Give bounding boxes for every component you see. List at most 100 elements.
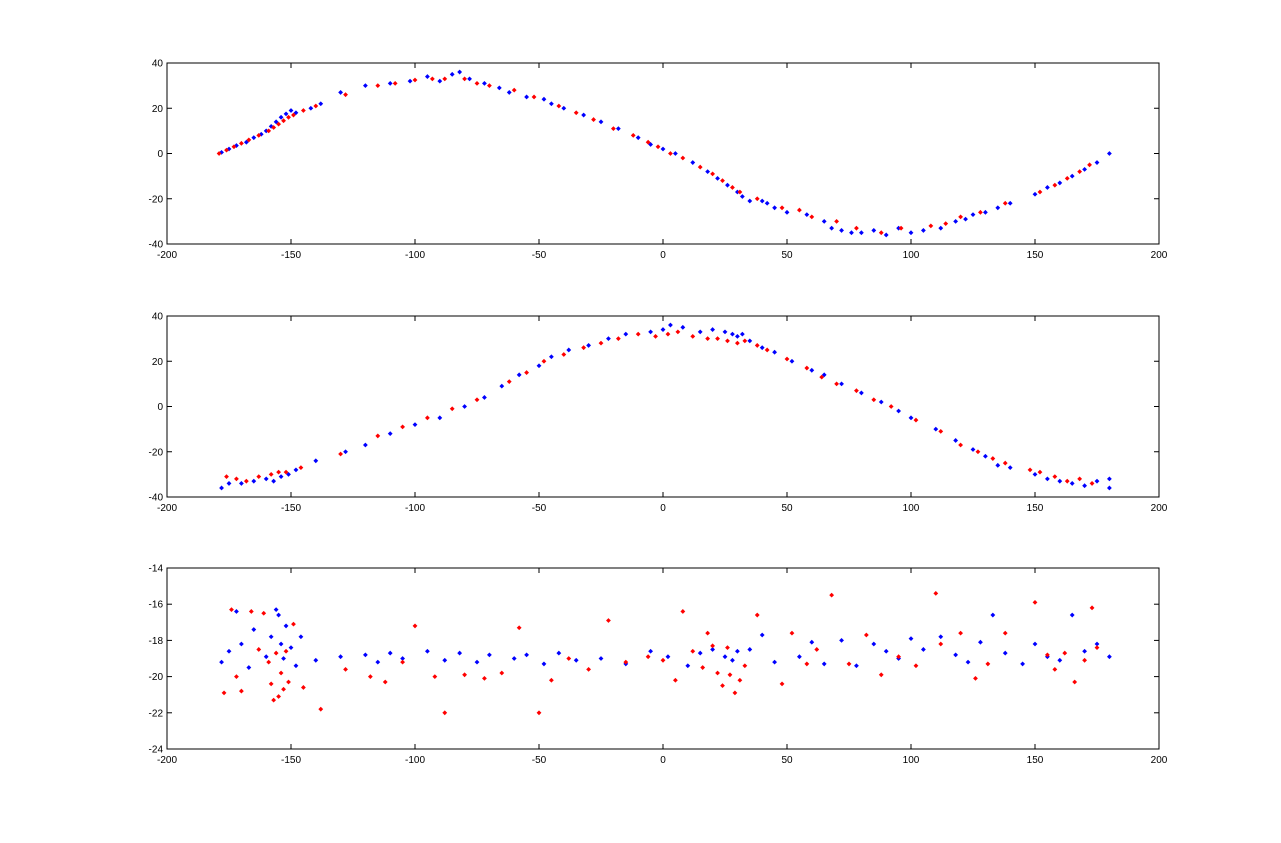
- data-point: [764, 347, 770, 353]
- data-point: [921, 228, 926, 233]
- data-point: [531, 94, 537, 100]
- data-point: [710, 327, 715, 332]
- data-point: [846, 661, 852, 667]
- data-point: [732, 690, 738, 696]
- data-point: [482, 395, 487, 400]
- data-point: [735, 333, 740, 339]
- data-point: [338, 654, 343, 660]
- data-point: [665, 331, 671, 337]
- data-point: [705, 336, 711, 342]
- data-point: [653, 333, 658, 339]
- data-point: [293, 467, 299, 473]
- data-point: [809, 639, 815, 645]
- data-point: [581, 345, 587, 351]
- data-point: [821, 661, 827, 667]
- data-point: [928, 223, 934, 229]
- data-point: [715, 336, 720, 342]
- data-point: [673, 151, 678, 156]
- data-point: [754, 196, 760, 202]
- data-point: [673, 677, 678, 683]
- data-point: [635, 331, 641, 337]
- data-point: [598, 119, 604, 125]
- data-point: [697, 650, 703, 656]
- data-point: [668, 151, 673, 156]
- data-point: [970, 212, 976, 217]
- data-point: [1032, 191, 1038, 197]
- data-point: [318, 706, 324, 712]
- data-point: [804, 212, 810, 217]
- data-point: [1069, 173, 1075, 179]
- data-point: [1032, 599, 1038, 605]
- y-tick-label: -22: [149, 708, 164, 719]
- data-point: [338, 90, 343, 95]
- data-point: [1045, 476, 1050, 482]
- data-point: [630, 133, 636, 138]
- data-point: [288, 645, 294, 651]
- x-tick-label: 50: [781, 755, 793, 766]
- data-point: [958, 630, 963, 636]
- data-point: [487, 652, 492, 658]
- data-point: [1032, 471, 1038, 477]
- data-point: [1027, 467, 1033, 473]
- data-point: [425, 415, 430, 421]
- data-point: [506, 90, 512, 95]
- data-point: [958, 214, 963, 220]
- data-point: [725, 182, 730, 188]
- data-point: [849, 230, 854, 236]
- data-point: [720, 683, 725, 689]
- data-point: [883, 232, 889, 238]
- subplot-3: -200 -150 -100 -50 0 50 100 150 200 -24 -22 -20 -18 -…: [149, 564, 1168, 767]
- data-point: [387, 431, 393, 437]
- data-point: [834, 218, 839, 224]
- x-tick-label: 0: [660, 250, 666, 261]
- x-tick-label: -200: [157, 503, 177, 514]
- data-point: [561, 105, 567, 111]
- data-point: [318, 101, 324, 107]
- data-point: [871, 641, 877, 647]
- data-point: [400, 424, 405, 430]
- data-point: [730, 331, 735, 337]
- data-point: [809, 367, 815, 373]
- data-point: [573, 110, 579, 116]
- data-point: [256, 133, 262, 138]
- data-point: [878, 399, 884, 405]
- data-point: [1002, 460, 1008, 466]
- data-point: [958, 442, 963, 448]
- data-point: [970, 447, 976, 452]
- data-point: [1094, 160, 1100, 165]
- data-point: [690, 648, 696, 654]
- y-tick-label: 40: [152, 312, 164, 323]
- data-point: [363, 83, 368, 89]
- y-tick-label: -20: [149, 194, 164, 205]
- data-point: [229, 607, 234, 613]
- data-point: [566, 347, 572, 353]
- data-point: [606, 618, 611, 623]
- data-point: [251, 627, 257, 632]
- y-tick-label: 0: [157, 149, 163, 160]
- data-point: [591, 117, 596, 122]
- data-point: [737, 189, 743, 195]
- data-point: [737, 677, 743, 683]
- data-point: [913, 663, 919, 669]
- data-point: [273, 607, 279, 613]
- data-point: [387, 650, 393, 656]
- data-point: [764, 200, 770, 206]
- data-point: [834, 381, 839, 387]
- data-point: [839, 381, 844, 387]
- data-point: [1064, 478, 1070, 484]
- y-tick-label: -20: [149, 447, 164, 458]
- data-point: [412, 77, 418, 83]
- data-point: [983, 453, 988, 459]
- data-point: [710, 643, 715, 649]
- data-point: [442, 710, 448, 716]
- data-point: [953, 218, 959, 224]
- data-point: [739, 331, 745, 337]
- data-point: [474, 80, 480, 86]
- data-point: [1089, 605, 1095, 611]
- data-point: [251, 478, 257, 484]
- data-point: [407, 78, 413, 84]
- data-point: [251, 135, 257, 141]
- data-point: [313, 657, 319, 663]
- data-point: [487, 83, 492, 89]
- y-tick-label: -24: [149, 745, 164, 756]
